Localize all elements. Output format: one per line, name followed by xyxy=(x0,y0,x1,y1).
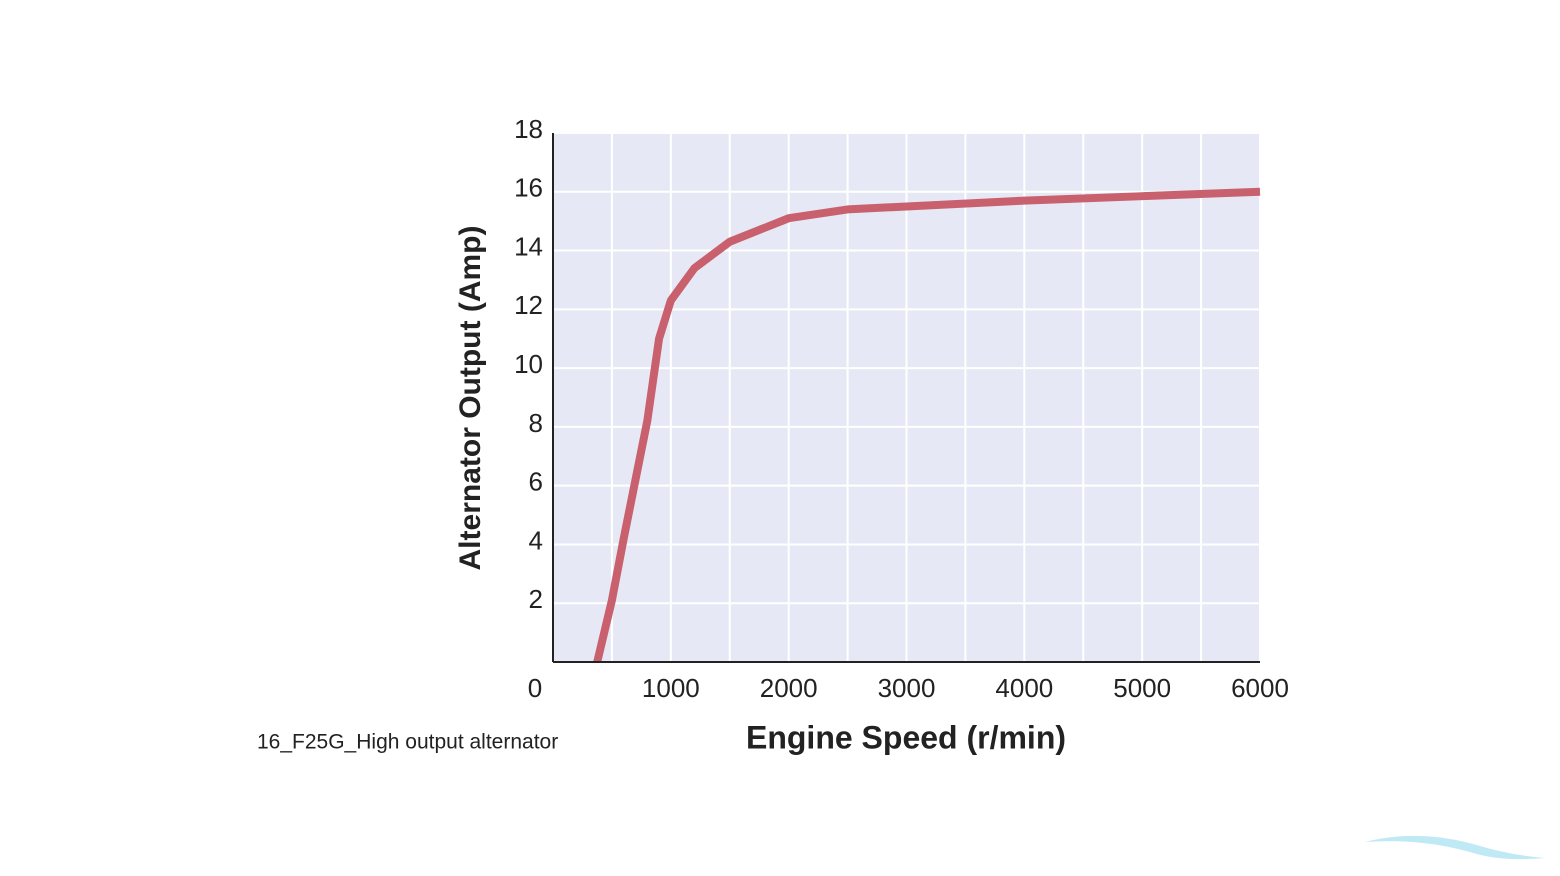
y-axis-label: Alternator Output (Amp) xyxy=(454,226,487,571)
y-tick-label: 12 xyxy=(514,290,543,320)
y-tick-label: 16 xyxy=(514,173,543,203)
x-tick-label: 2000 xyxy=(760,673,818,703)
x-tick-label: 6000 xyxy=(1231,673,1289,703)
y-tick-label: 8 xyxy=(529,408,543,438)
x-tick-label: 4000 xyxy=(995,673,1053,703)
x-axis-label: Engine Speed (r/min) xyxy=(746,719,1066,755)
y-tick-label: 18 xyxy=(514,114,543,144)
y-tick-label: 10 xyxy=(514,349,543,379)
y-tick-label: 14 xyxy=(514,231,543,261)
x-tick-label: 5000 xyxy=(1113,673,1171,703)
y-tick-label: 2 xyxy=(529,584,543,614)
data-line xyxy=(593,187,1261,663)
x-tick-label: 1000 xyxy=(642,673,700,703)
x-tick-label: 0 xyxy=(528,673,542,703)
y-tick-label: 6 xyxy=(529,467,543,497)
caption: 16_F25G_High output alternator xyxy=(257,731,558,754)
watermark-logo xyxy=(1365,835,1545,860)
y-tick-label: 4 xyxy=(529,525,543,555)
x-tick-label: 3000 xyxy=(878,673,936,703)
